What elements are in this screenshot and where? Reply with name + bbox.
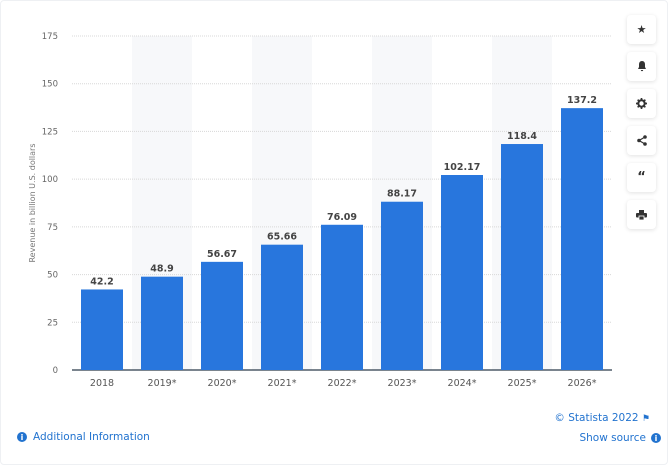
x-tick-label: 2020*: [208, 378, 237, 389]
statista-credit[interactable]: © Statista 2022 ⚑: [554, 412, 650, 424]
y-tick-label: 150: [42, 80, 58, 90]
quote-icon[interactable]: “: [627, 163, 656, 192]
y-tick-label: 125: [42, 127, 58, 137]
bar: [441, 175, 483, 370]
x-tick-label: 2018: [90, 378, 114, 389]
x-tick-label: 2022*: [328, 378, 357, 389]
data-label: 65.66: [267, 232, 297, 243]
star-icon[interactable]: ★: [627, 15, 656, 44]
x-tick-label: 2021*: [268, 378, 297, 389]
additional-information-text[interactable]: Additional Information: [33, 431, 150, 443]
bar: [501, 144, 543, 370]
y-tick-label: 75: [47, 223, 58, 233]
x-tick-label: 2024*: [448, 378, 477, 389]
bar: [381, 201, 423, 370]
y-tick-label: 175: [42, 32, 58, 42]
x-tick-label: 2023*: [388, 378, 417, 389]
show-source-text[interactable]: Show source: [579, 432, 646, 444]
x-tick-label: 2019*: [148, 378, 177, 389]
gear-icon[interactable]: [627, 89, 656, 118]
bar: [321, 224, 363, 370]
data-label: 88.17: [387, 189, 417, 200]
data-label: 48.9: [150, 264, 173, 275]
data-label: 102.17: [444, 162, 481, 173]
data-label: 118.4: [507, 131, 537, 142]
data-label: 42.2: [90, 276, 113, 287]
bar: [141, 276, 183, 370]
bell-icon[interactable]: [627, 52, 656, 81]
data-label: 137.2: [567, 95, 597, 106]
print-icon[interactable]: [627, 200, 656, 229]
bar-chart: 0 25 50 75 100 125 150 175 42.2 2018 48.9 2019* 56.6…: [28, 32, 612, 389]
info-icon: i: [651, 433, 661, 443]
y-tick-label: 100: [42, 175, 58, 185]
credit-text[interactable]: © Statista 2022: [554, 412, 639, 424]
info-icon: i: [17, 432, 27, 442]
flag-icon: ⚑: [641, 414, 650, 424]
show-source-link[interactable]: Show source i: [579, 432, 661, 444]
bar: [261, 244, 303, 370]
additional-information-link[interactable]: i Additional Information: [17, 431, 150, 443]
x-tick-label: 2025*: [508, 378, 537, 389]
bar: [81, 289, 123, 370]
bar: [201, 261, 243, 370]
toolbar: ★ “: [627, 15, 657, 237]
y-tick-label: 0: [53, 366, 58, 376]
data-label: 56.67: [207, 249, 237, 260]
data-label: 76.09: [327, 212, 357, 223]
bar: [561, 108, 603, 371]
y-tick-label: 25: [47, 318, 58, 328]
share-icon[interactable]: [627, 126, 656, 155]
x-tick-label: 2026*: [568, 378, 597, 389]
y-axis-label: Revenue in billion U.S. dollars: [28, 143, 37, 262]
y-tick-label: 50: [47, 271, 58, 281]
